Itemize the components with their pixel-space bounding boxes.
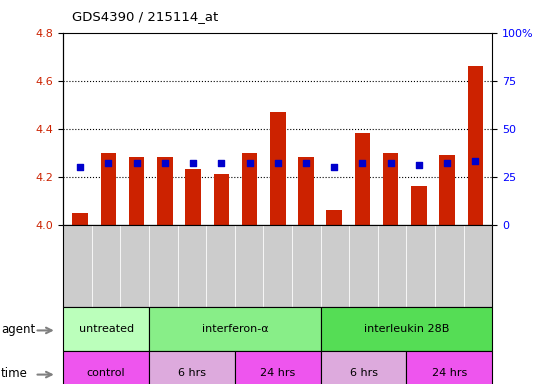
Bar [298, 157, 314, 225]
Text: untreated: untreated [79, 324, 134, 334]
Bar [129, 157, 145, 225]
Text: GDS4390 / 215114_at: GDS4390 / 215114_at [72, 10, 218, 23]
Point [301, 160, 310, 166]
Point [358, 160, 367, 166]
Bar [101, 153, 116, 225]
Bar [468, 66, 483, 225]
Point [104, 160, 113, 166]
Point [217, 160, 226, 166]
Bar [327, 210, 342, 225]
Bar [213, 174, 229, 225]
Point [245, 160, 254, 166]
Point [386, 160, 395, 166]
Bar [439, 155, 455, 225]
Point [443, 160, 452, 166]
Point [415, 162, 424, 168]
Point [273, 160, 282, 166]
Bar [411, 186, 427, 225]
Text: interleukin 28B: interleukin 28B [364, 324, 449, 334]
Bar [242, 153, 257, 225]
Bar [73, 213, 88, 225]
Point [76, 164, 85, 170]
Point [161, 160, 169, 166]
Text: time: time [1, 367, 28, 380]
Text: control: control [87, 368, 125, 379]
Point [471, 158, 480, 164]
Text: 24 hrs: 24 hrs [432, 368, 467, 379]
Bar [157, 157, 173, 225]
Point [189, 160, 197, 166]
Bar [270, 112, 285, 225]
Point [330, 164, 339, 170]
Text: agent: agent [1, 323, 35, 336]
Bar [185, 169, 201, 225]
Text: 6 hrs: 6 hrs [350, 368, 377, 379]
Bar [355, 134, 370, 225]
Point [132, 160, 141, 166]
Text: interferon-α: interferon-α [201, 324, 268, 334]
Text: 24 hrs: 24 hrs [260, 368, 295, 379]
Text: 6 hrs: 6 hrs [178, 368, 206, 379]
Bar [383, 153, 398, 225]
